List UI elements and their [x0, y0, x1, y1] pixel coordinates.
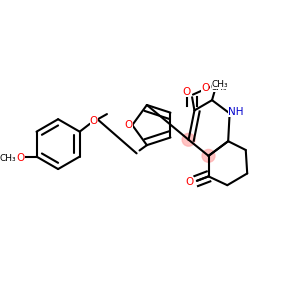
Text: CH₃: CH₃: [0, 154, 16, 163]
Text: O: O: [90, 116, 98, 126]
Text: CH₃: CH₃: [211, 83, 227, 92]
Text: O: O: [201, 83, 209, 93]
Circle shape: [202, 149, 215, 162]
Text: NH: NH: [228, 107, 243, 117]
Text: O: O: [16, 153, 25, 163]
Text: O: O: [182, 87, 190, 97]
Text: O: O: [185, 177, 194, 187]
Text: CH₃: CH₃: [212, 80, 228, 89]
Text: O: O: [124, 120, 133, 130]
Circle shape: [182, 133, 195, 146]
